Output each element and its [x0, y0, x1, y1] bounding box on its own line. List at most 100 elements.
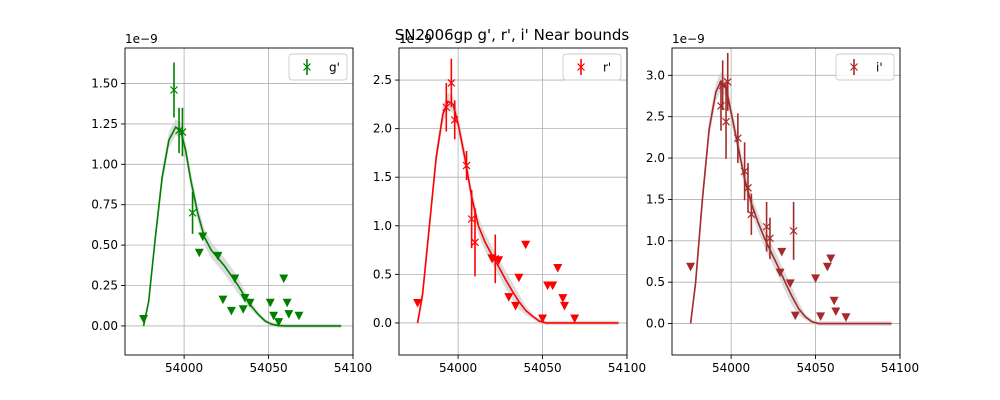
upper-limit-marker	[558, 294, 568, 303]
legend: r'	[562, 53, 622, 81]
upper-limit-marker	[775, 268, 785, 278]
axes-frame	[671, 47, 901, 356]
upper-limit-marker	[841, 313, 851, 322]
y-tick-label: 2.5	[373, 73, 392, 87]
legend-label: i'	[876, 61, 883, 75]
upper-limit-marker	[294, 311, 304, 321]
legend: i'	[835, 53, 895, 81]
panel-2: 54000 54050 54100 0.0 0.5 1.0 1.5 2.0 2.5 1e−9 r'	[373, 32, 646, 375]
upper-limit-marker	[686, 262, 696, 272]
detection-marker	[718, 81, 727, 90]
axes-frame	[398, 47, 628, 356]
detection-marker	[471, 238, 479, 247]
y-tick-label: 2.0	[646, 151, 665, 165]
detection-marker	[789, 226, 798, 235]
legend-frame	[562, 53, 622, 81]
legend-marker	[850, 63, 858, 71]
upper-limit-marker	[777, 247, 787, 257]
upper-limit-marker	[245, 298, 255, 308]
panel-3: 54000 54050 54100 0.0 0.5 1.0 1.5 2.0 2.5 3.0 1e−9…	[646, 32, 919, 375]
model-uncertainty-band	[143, 119, 342, 328]
upper-limit-marker	[826, 254, 836, 264]
detection-marker	[447, 79, 456, 87]
detection-marker	[491, 254, 500, 263]
x-tick-label: 54100	[334, 361, 372, 375]
detection-marker	[744, 183, 752, 192]
y-tick-label: 1.0	[373, 219, 392, 233]
y-tick-label: 0.0	[373, 316, 392, 330]
y-tick-label: 1.00	[91, 157, 118, 171]
upper-limit-marker	[816, 312, 826, 321]
y-tick-label: 3.0	[646, 68, 665, 82]
upper-limit-marker	[198, 232, 208, 242]
detection-marker	[170, 86, 178, 94]
upper-limit-marker	[829, 296, 839, 306]
panels: 54000 54050 54100 0.00 0.25 0.50 0.75 1.00 1.25 1…	[91, 32, 919, 375]
detection-marker	[467, 215, 476, 223]
upper-limit-marker	[269, 311, 279, 321]
upper-limit-marker	[279, 274, 289, 284]
upper-limit-marker	[811, 274, 821, 283]
x-tick-label: 54000	[439, 361, 477, 375]
upper-limit-marker	[538, 314, 548, 324]
detection-marker	[747, 210, 756, 219]
upper-limit-marker	[265, 298, 275, 308]
upper-limit-marker	[570, 314, 580, 324]
upper-limit-marker	[284, 310, 294, 319]
upper-limit-marker	[139, 314, 149, 324]
model-curve	[416, 100, 619, 324]
y-tick-label: 0.75	[91, 198, 118, 212]
detection-marker	[723, 78, 732, 86]
x-tick-label: 54050	[796, 361, 834, 375]
upper-limit-marker	[230, 274, 240, 284]
upper-limit-marker	[822, 262, 832, 272]
y-tick-label: 1.5	[373, 170, 392, 184]
upper-limit-marker	[548, 281, 558, 291]
upper-limit-marker	[282, 298, 292, 308]
upper-limit-marker	[785, 279, 795, 288]
upper-limit-marker	[504, 293, 514, 302]
axes-frame	[124, 47, 354, 356]
y-tick-label: 0.50	[91, 238, 118, 252]
detection-marker	[462, 161, 471, 170]
upper-limit-marker	[413, 299, 423, 308]
detection-marker	[766, 234, 774, 243]
legend-marker	[303, 63, 311, 71]
upper-limit-marker	[194, 248, 204, 258]
upper-limit-marker	[521, 240, 531, 250]
upper-limit-marker	[514, 273, 524, 283]
upper-limit-marker	[238, 305, 248, 314]
legend-label: g'	[329, 61, 340, 75]
y-tick-label: 0.0	[646, 317, 665, 331]
y-tick-label: 1.50	[91, 77, 118, 91]
detection-marker	[178, 128, 187, 136]
y-tick-label: 0.5	[646, 275, 665, 289]
legend: g'	[288, 53, 348, 81]
plot-area	[686, 52, 892, 326]
x-tick-label: 54050	[249, 361, 287, 375]
y-tick-label: 2.5	[646, 110, 665, 124]
legend-frame	[835, 53, 895, 81]
detection-marker	[722, 117, 730, 126]
detection-marker	[450, 115, 459, 124]
upper-limit-marker	[213, 251, 223, 261]
y-tick-label: 2.0	[373, 122, 392, 136]
x-tick-label: 54100	[881, 361, 919, 375]
y-tick-label: 1.0	[646, 234, 665, 248]
y-tick-label: 0.00	[91, 319, 118, 333]
figure-title: SN2006gp g', r', i' Near bounds	[395, 26, 630, 44]
legend-label: r'	[603, 61, 611, 75]
detection-marker	[733, 134, 742, 143]
y-tick-label: 1.5	[646, 192, 665, 206]
upper-limit-marker	[240, 293, 250, 303]
y-scale-label: 1e−9	[125, 32, 158, 46]
upper-limit-marker	[487, 254, 497, 263]
y-tick-label: 0.5	[373, 267, 392, 281]
detection-marker	[188, 208, 197, 217]
upper-limit-marker	[226, 306, 236, 316]
upper-limit-marker	[218, 295, 228, 305]
upper-limit-marker	[553, 264, 563, 273]
y-tick-label: 1.25	[91, 117, 118, 131]
